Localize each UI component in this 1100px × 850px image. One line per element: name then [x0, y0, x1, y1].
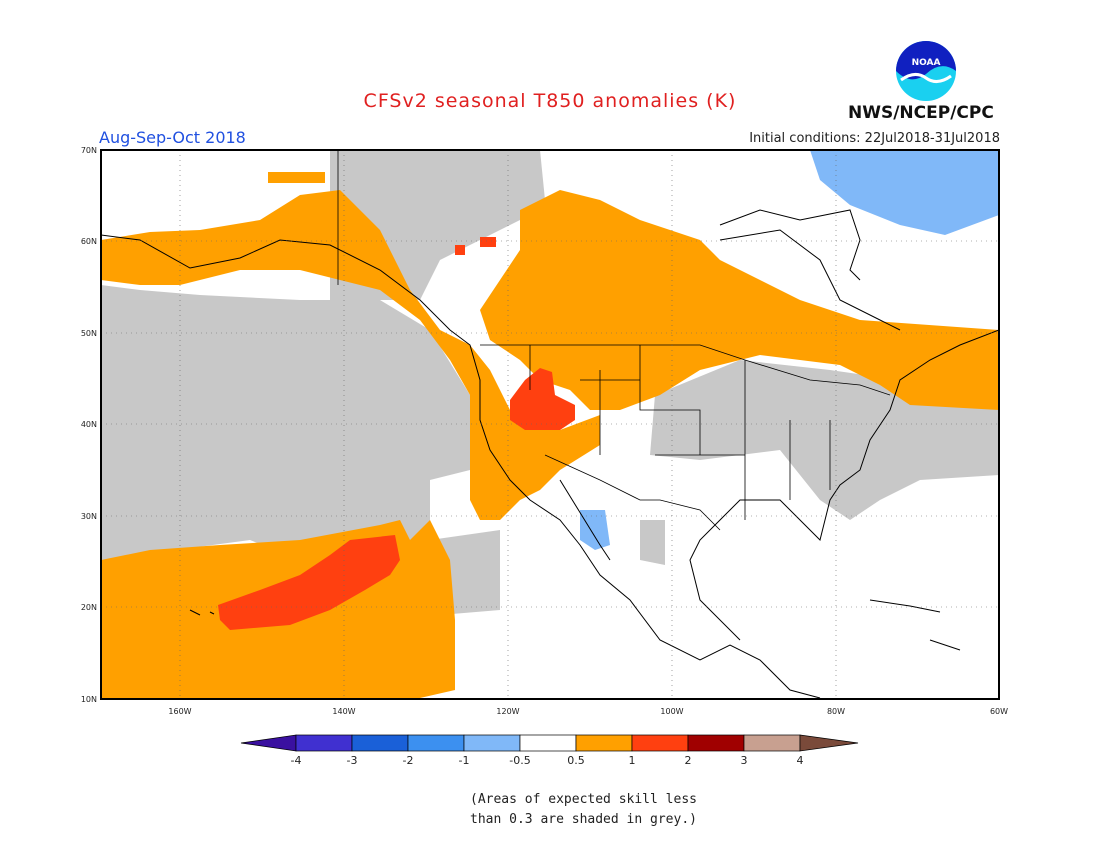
lon-label: 60W [990, 707, 1008, 716]
lat-label: 60N [81, 237, 97, 246]
lon-label: 100W [660, 707, 683, 716]
footnote-line: than 0.3 are shaded in grey.) [470, 812, 697, 827]
lat-label: 10N [81, 695, 97, 704]
colorbar-swatch [295, 734, 353, 752]
colorbar-label: 1 [629, 754, 636, 767]
colorbar-swatch [631, 734, 689, 752]
colorbar-swatch [407, 734, 465, 752]
lon-label: 80W [827, 707, 845, 716]
colorbar-swatch [687, 734, 745, 752]
forecast-period: Aug-Sep-Oct 2018 [99, 128, 246, 147]
colorbar-swatch [463, 734, 521, 752]
colorbar-swatch [351, 734, 409, 752]
colorbar-label: 0.5 [567, 754, 585, 767]
coastlines [101, 209, 999, 699]
colorbar-label: -1 [459, 754, 470, 767]
footnote-line: (Areas of expected skill less [470, 792, 697, 807]
anomaly-1-2-region [218, 237, 575, 630]
lat-label: 30N [81, 512, 97, 521]
lon-label: 120W [496, 707, 519, 716]
colorbar-label: -4 [291, 754, 302, 767]
noaa-logo-icon: NOAA [896, 41, 956, 101]
colorbar-label: -0.5 [509, 754, 530, 767]
colorbar-swatch [799, 734, 859, 752]
lat-label: 50N [81, 329, 97, 338]
colorbar-label: 2 [685, 754, 692, 767]
colorbar-label: -2 [403, 754, 414, 767]
map-frame [100, 149, 1000, 700]
colorbar-swatch [240, 734, 297, 752]
colorbar-label: -3 [347, 754, 358, 767]
political-boundaries [337, 150, 891, 531]
anomaly-neg-0.5-1-region [580, 150, 999, 550]
lat-label: 70N [81, 146, 97, 155]
colorbar-swatch [743, 734, 801, 752]
skill-footnote: (Areas of expected skill less than 0.3 a… [470, 790, 730, 830]
colorbar-label: 3 [741, 754, 748, 767]
colorbar: -4 -3 -2 -1 -0.5 0.5 1 2 3 4 [240, 734, 859, 767]
map-title: CFSv2 seasonal T850 anomalies (K) [363, 90, 737, 112]
lat-label: 20N [81, 603, 97, 612]
lon-label: 160W [168, 707, 191, 716]
svg-text:NOAA: NOAA [912, 58, 941, 68]
colorbar-swatch [519, 734, 577, 752]
lat-label: 40N [81, 420, 97, 429]
agency-label: NWS/NCEP/CPC [848, 103, 994, 123]
initial-conditions: Initial conditions: 22Jul2018-31Jul2018 [749, 131, 1000, 146]
colorbar-swatch [575, 734, 633, 752]
colorbar-label: 4 [797, 754, 804, 767]
lon-label: 140W [332, 707, 355, 716]
